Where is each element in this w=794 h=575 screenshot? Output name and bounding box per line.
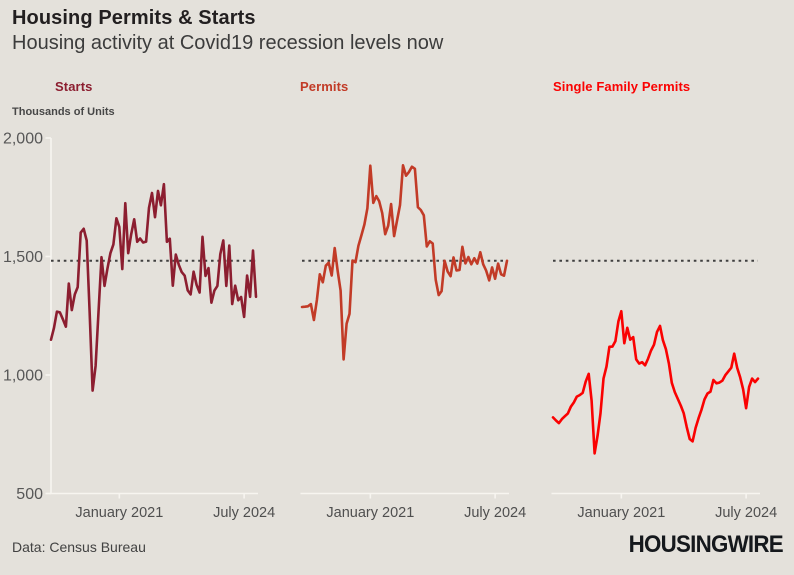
starts-series-line bbox=[49, 182, 258, 392]
x-axis-tick-label: January 2021 bbox=[75, 505, 163, 521]
panel-label-permits: Permits bbox=[300, 79, 349, 94]
x-axis-tick-label: July 2024 bbox=[213, 505, 275, 521]
y-axis-tick-label: 500 bbox=[16, 486, 43, 503]
x-axis-tick-label: July 2024 bbox=[715, 505, 777, 521]
single-family-permits-series-line bbox=[551, 309, 760, 455]
x-axis-tick-label: January 2021 bbox=[577, 505, 665, 521]
panel-label-starts: Starts bbox=[55, 79, 93, 94]
permits-series-line bbox=[300, 164, 509, 361]
y-axis-tick-label: 1,500 bbox=[3, 249, 43, 266]
chart-title: Housing Permits & Starts bbox=[12, 7, 256, 29]
housingwire-logo: HOUSINGWIRE bbox=[628, 531, 784, 558]
chart-subtitle: Housing activity at Covid19 recession le… bbox=[12, 32, 444, 54]
y-axis-unit-label: Thousands of Units bbox=[12, 106, 115, 118]
x-axis-tick-label: July 2024 bbox=[464, 505, 526, 521]
data-source-note: Data: Census Bureau bbox=[12, 539, 146, 555]
y-axis-tick-label: 2,000 bbox=[3, 131, 43, 148]
x-axis-tick-label: January 2021 bbox=[326, 505, 414, 521]
panel-label-single-family-permits: Single Family Permits bbox=[553, 79, 691, 94]
y-axis-tick-label: 1,000 bbox=[3, 368, 43, 385]
